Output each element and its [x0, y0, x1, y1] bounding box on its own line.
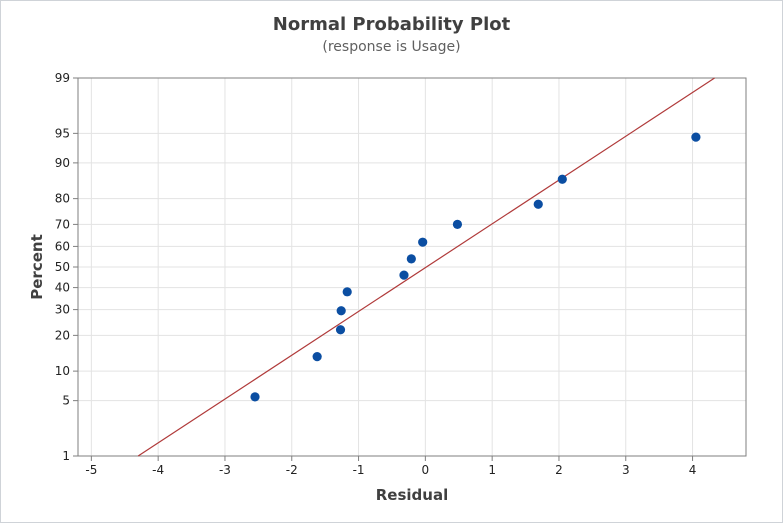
data-point [557, 174, 567, 184]
chart-subtitle: (response is Usage) [322, 39, 461, 55]
data-point [418, 237, 428, 247]
x-axis-label: Residual [376, 486, 448, 504]
data-point [533, 199, 543, 209]
data-point [312, 352, 322, 362]
y-axis-label: Percent [28, 234, 46, 299]
data-point [399, 270, 409, 280]
data-point [406, 254, 416, 264]
grid-lines [78, 77, 746, 457]
y-tick-label: 20 [55, 328, 70, 342]
data-point [691, 132, 701, 142]
data-points [250, 132, 701, 402]
x-tick-label: 4 [689, 463, 697, 477]
y-tick-label: 50 [55, 260, 70, 274]
x-tick-label: -4 [152, 463, 164, 477]
y-tick-label: 99 [55, 71, 70, 85]
y-tick-label: 1 [62, 449, 70, 463]
x-axis-ticks: -5 -4 -3 -2 -1 0 1 2 3 4 [85, 456, 696, 477]
y-tick-label: 30 [55, 303, 70, 317]
x-tick-label: 2 [555, 463, 563, 477]
x-tick-label: 0 [422, 463, 430, 477]
y-axis-ticks: 1 5 10 20 30 40 50 60 70 80 90 95 99 [55, 71, 78, 463]
data-point [452, 219, 463, 229]
data-point [342, 287, 352, 297]
y-tick-label: 10 [55, 364, 70, 378]
y-tick-label: 60 [55, 239, 70, 253]
chart-title: Normal Probability Plot [272, 14, 511, 35]
y-tick-label: 40 [55, 281, 70, 295]
fit-line [137, 77, 715, 457]
y-tick-label: 70 [55, 217, 70, 231]
x-tick-label: 3 [622, 463, 630, 477]
x-tick-label: -2 [286, 463, 298, 477]
data-point [336, 306, 346, 316]
data-point [335, 325, 346, 335]
y-tick-label: 80 [55, 192, 70, 206]
data-point [250, 392, 260, 402]
x-tick-label: -3 [219, 463, 231, 477]
y-tick-label: 95 [55, 126, 70, 140]
y-tick-label: 5 [62, 394, 70, 408]
x-tick-label: -1 [353, 463, 365, 477]
x-tick-label: -5 [85, 463, 97, 477]
x-tick-label: 1 [488, 463, 496, 477]
y-tick-label: 90 [55, 156, 70, 170]
